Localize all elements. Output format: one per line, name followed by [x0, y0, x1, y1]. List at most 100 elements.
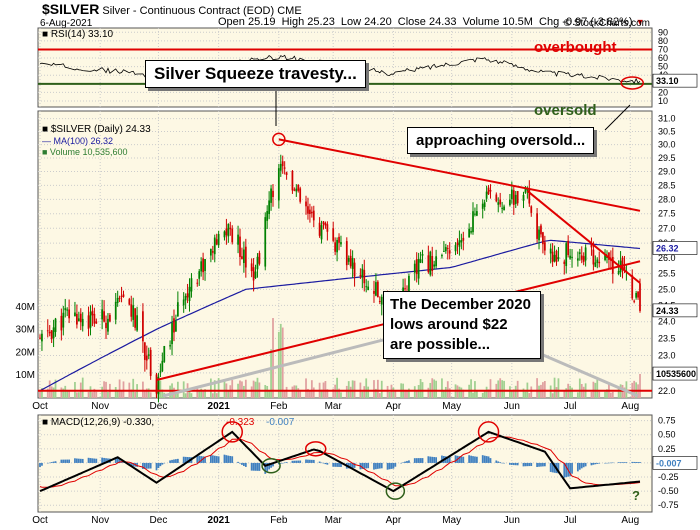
macd-histogram-bar	[136, 462, 138, 467]
volume-bar	[122, 381, 125, 398]
candle-body	[171, 322, 173, 345]
candle-body	[617, 270, 620, 274]
macd-histogram-bar	[495, 460, 498, 463]
volume-bar	[633, 380, 636, 398]
candle-body	[530, 206, 533, 213]
candle-body	[105, 322, 107, 329]
macd-histogram-bar	[351, 462, 354, 469]
volume-bar	[291, 386, 294, 398]
volume-bar	[324, 381, 327, 398]
candle-body	[272, 190, 274, 198]
macd-histogram-bar	[481, 455, 484, 463]
candle-body	[433, 264, 436, 267]
volume-bar	[392, 387, 395, 398]
macd-histogram-bar	[512, 462, 515, 466]
candle-body	[200, 261, 203, 272]
candle-body	[557, 257, 560, 260]
macd-histogram-bar	[543, 462, 546, 467]
volume-bar	[598, 391, 601, 398]
candle-body	[503, 206, 505, 211]
volume-bar	[487, 389, 490, 398]
candle-body	[514, 194, 517, 205]
candle-body	[93, 313, 96, 324]
candle-body	[443, 250, 445, 252]
macd-histogram-bar	[611, 462, 614, 464]
volume-bar	[444, 386, 447, 398]
volume-bar	[239, 380, 241, 398]
candle-body	[489, 189, 492, 192]
volume-bar	[252, 380, 255, 398]
candle-body	[118, 297, 121, 299]
macd-histogram-bar	[609, 462, 612, 464]
volume-bar	[528, 393, 531, 398]
volume-bar	[243, 385, 245, 398]
macd-histogram-bar	[619, 462, 622, 463]
volume-bar	[514, 385, 517, 398]
overbought-label: overbought	[534, 39, 617, 56]
rsi-legend: ■ RSI(14) 33.10	[42, 29, 114, 40]
volume-bar	[427, 387, 430, 398]
x-tick-label: Nov	[91, 401, 109, 412]
volume-bar	[524, 391, 527, 398]
candle-body	[598, 261, 601, 264]
macd-tick-label: 0.25	[658, 444, 676, 454]
candle-body	[48, 331, 51, 334]
candle-body	[79, 313, 82, 323]
volume-bar	[485, 386, 488, 398]
candle-body	[516, 191, 519, 204]
macd-histogram-bar	[571, 462, 573, 474]
macd-histogram-bar	[256, 462, 259, 471]
macd-histogram-bar	[536, 462, 538, 467]
volume-bar	[244, 379, 247, 398]
candle-body	[264, 217, 267, 267]
candle-body	[590, 244, 593, 248]
candle-body	[540, 225, 542, 235]
macd-histogram-bar	[454, 455, 457, 463]
candle-body	[250, 263, 253, 272]
volume-bar	[272, 318, 274, 398]
x-tick-label: Dec	[150, 515, 168, 526]
volume-bar	[93, 388, 96, 398]
candle-body	[254, 271, 257, 279]
x-tick-label: Nov	[91, 515, 109, 526]
ma-current-tag: 26.32	[656, 243, 679, 253]
volume-bar	[326, 389, 329, 398]
callout-silver-squeeze: Silver Squeeze travesty...	[145, 60, 366, 88]
candle-body	[487, 187, 490, 195]
macd-histogram-bar	[635, 461, 637, 463]
volume-bar	[312, 387, 315, 398]
candle-body	[134, 308, 137, 328]
x-tick-label: Oct	[32, 401, 48, 412]
candle-body	[528, 189, 531, 204]
macd-tick-label: -0.25	[658, 472, 679, 482]
macd-histogram-bar	[169, 460, 171, 463]
x-tick-label: Apr	[386, 401, 402, 412]
candle-body	[444, 247, 447, 252]
x-tick-label: Jun	[504, 515, 520, 526]
candle-body	[365, 286, 368, 288]
volume-bar	[270, 349, 272, 398]
volume-bar	[378, 393, 381, 398]
candle-body	[277, 168, 280, 201]
macd-histogram-bar	[557, 462, 560, 474]
candle-body	[64, 308, 67, 311]
candle-body	[576, 258, 579, 261]
macd-histogram-bar	[91, 458, 94, 463]
volume-bar	[46, 388, 49, 398]
macd-histogram-bar	[375, 462, 377, 470]
macd-histogram-bar	[596, 462, 599, 464]
macd-histogram-bar	[415, 458, 418, 463]
macd-histogram-bar	[408, 460, 410, 463]
volume-bar	[623, 387, 626, 398]
candle-body	[60, 315, 63, 331]
candle-body	[279, 163, 282, 171]
volume-bar	[476, 390, 478, 398]
volume-bar	[332, 388, 335, 398]
macd-histogram-bar	[231, 456, 234, 463]
volume-current-tag-box	[652, 366, 698, 381]
header-title: $SILVER Silver - Continuous Contract (EO…	[42, 1, 302, 17]
volume-bar	[361, 391, 364, 398]
macd-histogram-bar	[553, 462, 556, 473]
macd-peak-circle	[221, 421, 243, 443]
candle-body	[54, 318, 57, 333]
